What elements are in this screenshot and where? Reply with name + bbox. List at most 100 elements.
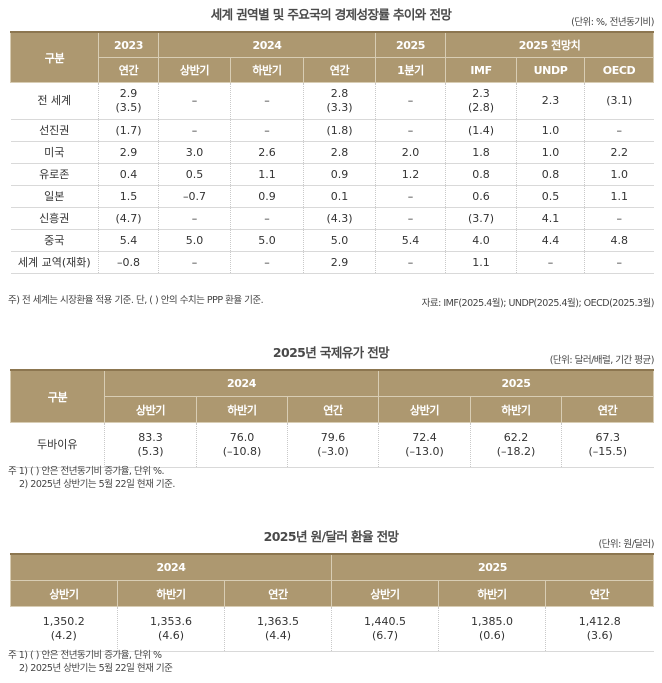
data-cell: 4.0 [445, 229, 518, 252]
data-cell: 83.3 (5.3) [104, 422, 197, 468]
subheader: 상반기 [378, 396, 472, 423]
data-cell: 0.1 [302, 185, 377, 208]
data-cell: – [158, 251, 231, 274]
data-cell: 2.0 [375, 141, 447, 164]
cell-value: 0.6 [472, 189, 490, 203]
cell-value: 62.2 [503, 431, 529, 444]
cell-value: 4.0 [472, 233, 490, 247]
cell-value-secondary: (3.3) [326, 101, 353, 114]
cell-value-secondary: (4.2) [50, 629, 77, 642]
subheader: 하반기 [470, 396, 563, 423]
cell-value-secondary: (3.6) [586, 629, 613, 642]
subheader: 연간 [545, 580, 655, 607]
cell-value: 1,363.5 [257, 615, 299, 628]
data-cell: 72.4 (–13.0) [378, 422, 472, 468]
cell-value: – [264, 211, 270, 225]
data-cell: (3.1) [584, 82, 654, 120]
cell-value: 2.2 [610, 145, 629, 159]
cell-value: 1.1 [258, 167, 276, 181]
header-group-2025: 2025 [375, 31, 447, 58]
cell-value: – [264, 255, 270, 269]
cell-value: (4.3) [326, 211, 353, 225]
cell-value: 0.5 [185, 167, 204, 181]
data-cell: 1,363.5 (4.4) [223, 606, 333, 652]
data-cell: 1.0 [516, 141, 586, 164]
oil-header-category: 구분 [10, 369, 105, 423]
cell-value-secondary: (5.3) [137, 445, 164, 458]
data-cell: 1,385.0 (0.6) [438, 606, 547, 652]
data-cell: 2.2 [584, 141, 654, 164]
data-cell: 79.6 (–3.0) [286, 422, 380, 468]
oil-table-title: 2025년 국제유가 전망 [272, 345, 390, 360]
data-cell: – [584, 251, 654, 274]
table-row: 선진권 (1.7) – – (1.8) – (1.4) 1.0 – [10, 119, 654, 142]
data-cell: (1.8) [302, 119, 377, 142]
cell-value-secondary: (4.6) [157, 629, 185, 642]
row-label: 유로존 [10, 163, 99, 186]
data-cell: 1.1 [584, 185, 654, 208]
data-cell: 1,412.8 (3.6) [545, 606, 654, 652]
cell-value: 79.6 [320, 431, 346, 444]
data-cell: 0.8 [516, 163, 586, 186]
cell-value: 1.2 [401, 167, 420, 181]
cell-value: – [616, 211, 623, 225]
data-cell: – [158, 119, 231, 142]
fx-table-unit: (단위: 원/달러) [598, 539, 654, 550]
cell-value: 5.0 [185, 233, 204, 247]
cell-value: 1,385.0 [471, 615, 514, 628]
subheader: 상반기 [331, 580, 440, 607]
data-cell: 2.8 (3.3) [302, 82, 377, 120]
cell-value: 2.8 [330, 145, 349, 159]
cell-value: 5.0 [258, 233, 276, 247]
cell-value: – [547, 255, 554, 269]
cell-value: 0.5 [541, 189, 560, 203]
cell-value: 5.4 [401, 233, 420, 247]
subheader: IMF [445, 57, 518, 83]
growth-table-source: 자료: IMF(2025.4월); UNDP(2025.4월); OECD(20… [421, 298, 655, 309]
data-cell: – [516, 251, 586, 274]
data-cell: 0.4 [98, 163, 159, 186]
subheader: 연간 [98, 57, 159, 83]
subheader: 하반기 [230, 57, 304, 83]
row-label: 선진권 [10, 119, 99, 142]
fx-note-1: 주 1) ( ) 안은 전년동기비 증가율, 단위 % [8, 650, 162, 661]
data-cell: – [230, 82, 304, 120]
cell-value-secondary: (–13.0) [405, 445, 444, 458]
cell-value: 1.1 [472, 255, 490, 269]
data-cell: 1.0 [584, 163, 654, 186]
cell-value: 1.8 [472, 145, 490, 159]
cell-value: 0.9 [258, 189, 276, 203]
row-label: 세계 교역(재화) [10, 251, 99, 274]
data-cell: 5.0 [230, 229, 304, 252]
exchange-rate-table: 2024 2025 상반기 하반기 연간 상반기 하반기 연간 1,350.2 (4.2) 1… [9, 553, 655, 652]
cell-value: 1.0 [541, 145, 560, 159]
cell-value: 1.0 [610, 167, 629, 181]
cell-value: 0.1 [330, 189, 349, 203]
cell-value: 0.9 [330, 167, 349, 181]
data-cell: – [584, 119, 654, 142]
data-cell: (4.3) [302, 207, 377, 230]
data-cell: 1.1 [230, 163, 304, 186]
data-cell: 4.1 [516, 207, 586, 230]
cell-value: – [407, 94, 414, 107]
data-cell: 0.5 [158, 163, 231, 186]
cell-value: – [616, 255, 623, 269]
cell-value: 2.9 [119, 145, 138, 159]
data-cell: 2.9 [302, 251, 377, 274]
cell-value: 5.0 [330, 233, 349, 247]
subheader: 연간 [286, 396, 380, 423]
table-row: 세계 교역(재화) –0.8 – – 2.9 – 1.1 – – [10, 251, 654, 274]
row-label: 일본 [10, 185, 99, 208]
data-cell: 1.8 [445, 141, 518, 164]
table-row: 미국 2.9 3.0 2.6 2.8 2.0 1.8 1.0 2.2 [10, 141, 654, 164]
data-cell: – [584, 207, 654, 230]
cell-value: – [191, 255, 198, 269]
data-cell: 1.2 [375, 163, 447, 186]
data-cell: –0.7 [158, 185, 231, 208]
subheader: 연간 [302, 57, 377, 83]
data-cell: –0.8 [98, 251, 159, 274]
header-category: 구분 [10, 31, 99, 83]
data-cell: – [375, 251, 447, 274]
cell-value: 0.8 [541, 167, 560, 181]
cell-value-secondary: (–15.5) [588, 445, 628, 458]
